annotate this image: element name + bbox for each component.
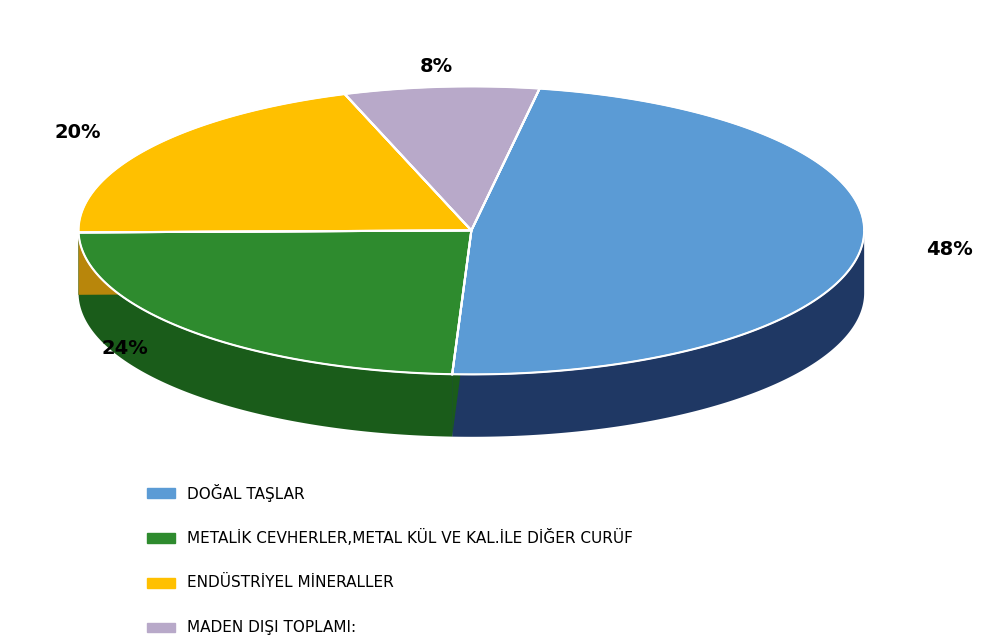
Polygon shape — [345, 86, 539, 230]
Polygon shape — [79, 230, 471, 295]
Text: DOĞAL TAŞLAR: DOĞAL TAŞLAR — [187, 484, 304, 502]
Text: METALİK CEVHERLER,METAL KÜL VE KAL.İLE DİĞER CURÜF: METALİK CEVHERLER,METAL KÜL VE KAL.İLE D… — [187, 529, 632, 547]
Bar — [147, 533, 175, 543]
Text: 20%: 20% — [55, 123, 101, 142]
Polygon shape — [79, 232, 452, 436]
Text: ENDÜSTRİYEL MİNERALLER: ENDÜSTRİYEL MİNERALLER — [187, 575, 394, 590]
Polygon shape — [79, 94, 471, 232]
Polygon shape — [79, 230, 471, 374]
Text: 24%: 24% — [102, 339, 148, 358]
Bar — [147, 488, 175, 498]
Text: 8%: 8% — [419, 57, 453, 76]
Bar — [147, 623, 175, 632]
Polygon shape — [452, 230, 471, 436]
Polygon shape — [452, 231, 864, 436]
Polygon shape — [452, 88, 864, 374]
Polygon shape — [452, 230, 471, 436]
Polygon shape — [79, 230, 471, 295]
Bar — [147, 578, 175, 588]
Text: MADEN DIŞI TOPLAMI:: MADEN DIŞI TOPLAMI: — [187, 620, 355, 635]
Text: 48%: 48% — [926, 240, 973, 259]
